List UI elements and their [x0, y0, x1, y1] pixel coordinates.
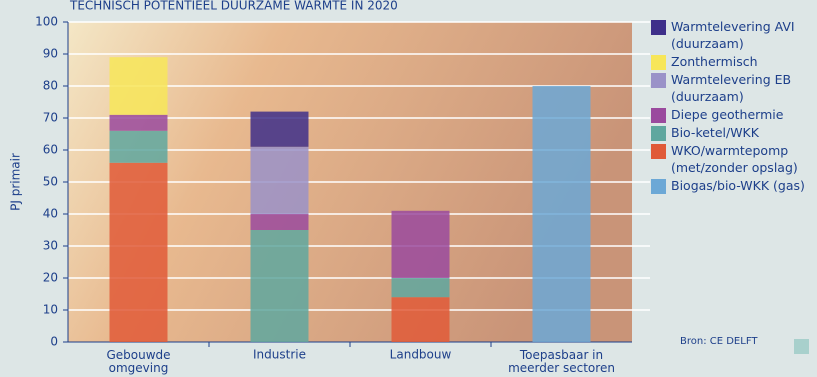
y-tick-label: 70	[43, 111, 58, 125]
y-tick-label: 60	[43, 143, 58, 157]
legend-label: Bio-ketel/WKK	[671, 125, 759, 140]
legend-item: Warmtelevering AVI (duurzaam)	[651, 18, 817, 52]
y-tick-label: 20	[43, 271, 58, 285]
y-tick-label: 10	[43, 303, 58, 317]
chart-title: TECHNISCH POTENTIEEL DUURZAME WARMTE IN …	[69, 0, 398, 13]
bar-segment	[250, 214, 309, 230]
legend-swatch	[651, 73, 666, 88]
legend-label: Warmtelevering AVI (duurzaam)	[671, 19, 795, 51]
legend-label: Diepe geothermie	[671, 107, 784, 122]
legend-item: Zonthermisch	[651, 53, 817, 70]
legend-swatch	[651, 179, 666, 194]
y-axis-label: PJ primair	[9, 153, 23, 211]
legend-item: Warmtelevering EB (duurzaam)	[651, 71, 817, 105]
bar-segment	[250, 230, 309, 342]
legend-item: Bio-ketel/WKK	[651, 124, 817, 141]
legend: Warmtelevering AVI (duurzaam) Zonthermisc…	[651, 18, 817, 195]
bar-segment	[391, 210, 450, 278]
bar-segment	[109, 130, 168, 163]
legend-item: WKO/warmtepomp (met/zonder opslag)	[651, 142, 817, 176]
y-tick-label: 90	[43, 47, 58, 61]
legend-item: Diepe geothermie	[651, 106, 817, 123]
x-tick-label: Gebouwde omgeving	[106, 348, 170, 375]
legend-label: WKO/warmtepomp (met/zonder opslag)	[671, 143, 798, 175]
legend-swatch	[651, 55, 666, 70]
y-tick-label: 30	[43, 239, 58, 253]
y-tick-label: 100	[35, 15, 58, 29]
bar-segment	[250, 111, 309, 147]
legend-swatch	[651, 144, 666, 159]
legend-label: Zonthermisch	[671, 54, 758, 69]
bar-segment	[109, 162, 168, 342]
bar-segment	[391, 278, 450, 298]
legend-swatch	[651, 20, 666, 35]
bar-segment	[250, 146, 309, 214]
bar-segment	[109, 114, 168, 131]
source: Bron: CE DELFT	[680, 336, 758, 347]
bar-segment	[532, 86, 591, 342]
y-tick-label: 80	[43, 79, 58, 93]
bar-segment	[109, 57, 168, 115]
bar-segment	[391, 297, 450, 342]
y-tick-label: 0	[50, 335, 58, 349]
y-tick-label: 50	[43, 175, 58, 189]
legend-swatch	[651, 126, 666, 141]
legend-label: Biogas/bio-WKK (gas)	[671, 178, 805, 193]
legend-swatch	[651, 108, 666, 123]
decoration	[794, 339, 809, 354]
x-tick-label: Landbouw	[390, 348, 452, 362]
x-tick-label: Toepasbaar in meerder sectoren	[508, 348, 615, 375]
legend-label: Warmtelevering EB (duurzaam)	[671, 72, 792, 104]
y-tick-label: 40	[43, 207, 58, 221]
x-tick-label: Industrie	[253, 348, 306, 362]
legend-item: Biogas/bio-WKK (gas)	[651, 177, 817, 194]
